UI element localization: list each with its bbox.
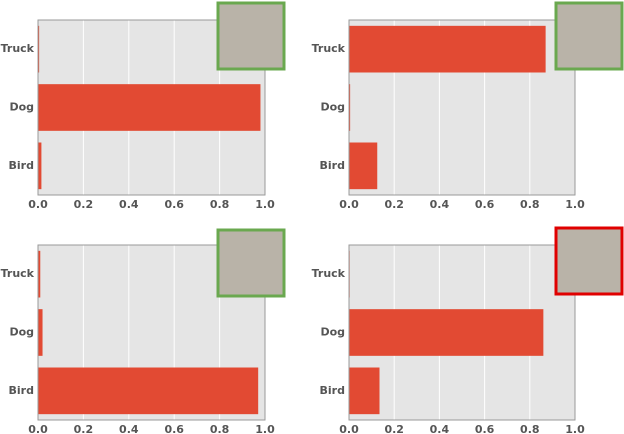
y-tick-label: Truck xyxy=(312,42,346,55)
x-tick-label: 0.4 xyxy=(119,198,139,211)
x-tick-label: 0.0 xyxy=(28,423,48,434)
x-tick-label: 0.0 xyxy=(28,198,48,211)
thumbnail-image xyxy=(554,226,624,296)
x-tick-label: 0.6 xyxy=(475,423,495,434)
bar xyxy=(38,367,259,415)
bar xyxy=(349,367,380,415)
y-tick-label: Bird xyxy=(9,159,34,172)
x-tick-label: 1.0 xyxy=(565,198,585,211)
plot-frame xyxy=(348,19,576,196)
x-tick-label: 0.8 xyxy=(520,198,540,211)
bar xyxy=(38,142,42,190)
x-tick-label: 0.6 xyxy=(475,198,495,211)
plot-frame xyxy=(348,244,576,421)
bar xyxy=(38,250,41,298)
x-tick-label: 1.0 xyxy=(565,423,585,434)
y-tick-label: Bird xyxy=(320,159,345,172)
bar xyxy=(349,309,544,356)
thumbnail-image xyxy=(216,228,286,298)
x-tick-label: 0.2 xyxy=(384,423,404,434)
plot-frame xyxy=(37,19,266,196)
bar xyxy=(349,25,546,73)
x-tick-label: 0.4 xyxy=(119,423,139,434)
y-tick-label: Dog xyxy=(320,101,345,114)
x-tick-label: 0.8 xyxy=(210,423,230,434)
thumbnail-image xyxy=(216,1,286,71)
x-tick-label: 1.0 xyxy=(255,423,275,434)
x-tick-label: 1.0 xyxy=(255,198,275,211)
x-tick-label: 0.0 xyxy=(339,423,359,434)
bar xyxy=(38,25,40,73)
x-tick-label: 0.6 xyxy=(164,198,184,211)
x-tick-label: 0.0 xyxy=(339,198,359,211)
y-tick-label: Dog xyxy=(320,326,345,339)
bar xyxy=(38,84,261,131)
x-tick-label: 0.2 xyxy=(384,198,404,211)
plot-frame xyxy=(37,244,266,421)
bar xyxy=(349,142,378,190)
y-tick-label: Truck xyxy=(312,267,346,280)
y-tick-label: Truck xyxy=(1,267,35,280)
y-tick-label: Bird xyxy=(320,384,345,397)
y-tick-label: Dog xyxy=(9,326,34,339)
bar xyxy=(349,84,351,131)
y-tick-label: Truck xyxy=(1,42,35,55)
x-tick-label: 0.2 xyxy=(74,198,94,211)
bar xyxy=(38,309,43,356)
y-tick-label: Bird xyxy=(9,384,34,397)
x-tick-label: 0.8 xyxy=(520,423,540,434)
x-tick-label: 0.8 xyxy=(210,198,230,211)
x-tick-label: 0.2 xyxy=(74,423,94,434)
x-tick-label: 0.4 xyxy=(430,423,450,434)
y-tick-label: Dog xyxy=(9,101,34,114)
thumbnail-image xyxy=(554,1,624,71)
x-tick-label: 0.4 xyxy=(430,198,450,211)
x-tick-label: 0.6 xyxy=(164,423,184,434)
